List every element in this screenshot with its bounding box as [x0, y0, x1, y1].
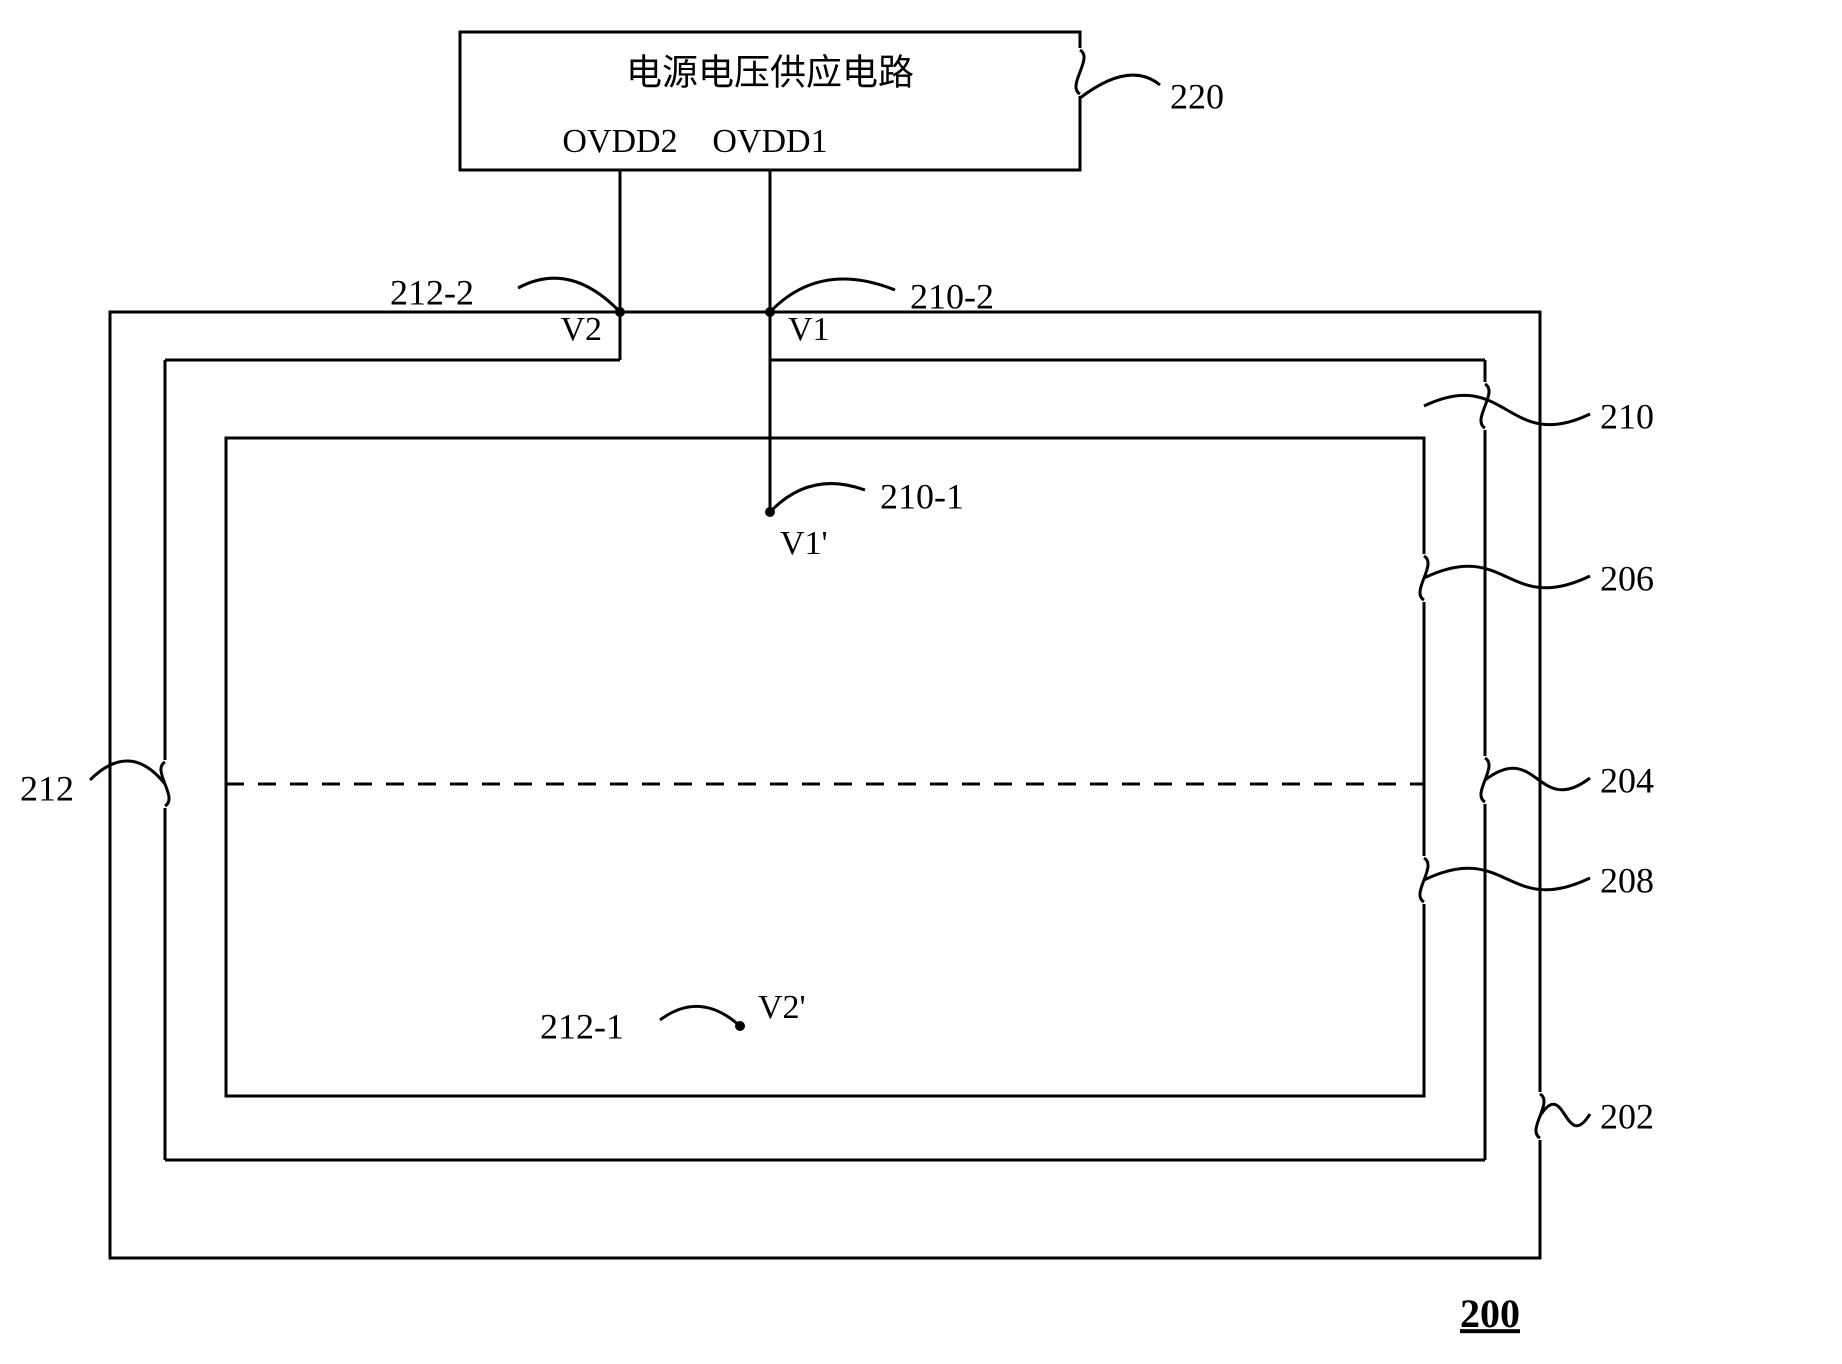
- ref-210-2: 210-2: [910, 276, 994, 316]
- ref-202: 202: [1600, 1096, 1654, 1136]
- label-ovdd1: OVDD1: [712, 123, 827, 160]
- leader-202: [1540, 1104, 1590, 1126]
- leader-210-1: [770, 484, 865, 512]
- ref-212-2: 212-2: [390, 272, 474, 312]
- ref-220: 220: [1170, 76, 1224, 116]
- ref-210: 210: [1600, 396, 1654, 436]
- ref-204: 204: [1600, 760, 1654, 800]
- leader-206: [1424, 566, 1590, 588]
- label-v2: V2: [560, 311, 602, 348]
- label-ovdd2: OVDD2: [562, 123, 677, 160]
- leader-212-1: [660, 1006, 740, 1026]
- label-v2p: V2': [758, 989, 806, 1026]
- figure-number: 200: [1460, 1291, 1520, 1336]
- ref-210-1: 210-1: [880, 476, 964, 516]
- leader-204: [1485, 768, 1590, 790]
- leader-212: [90, 761, 165, 784]
- ref-206: 206: [1600, 558, 1654, 598]
- leader-210: [1424, 395, 1590, 424]
- leader-212-2: [518, 278, 620, 312]
- leader-208: [1424, 868, 1590, 890]
- ref-208: 208: [1600, 860, 1654, 900]
- ref-212-1: 212-1: [540, 1006, 624, 1046]
- ref-212: 212: [20, 768, 74, 808]
- leader-210-2: [770, 279, 895, 312]
- label-v1p: V1': [780, 525, 828, 562]
- leader-220: [1080, 75, 1160, 98]
- block-220-title: 电源电压供应电路: [626, 52, 914, 92]
- label-v1: V1: [788, 311, 830, 348]
